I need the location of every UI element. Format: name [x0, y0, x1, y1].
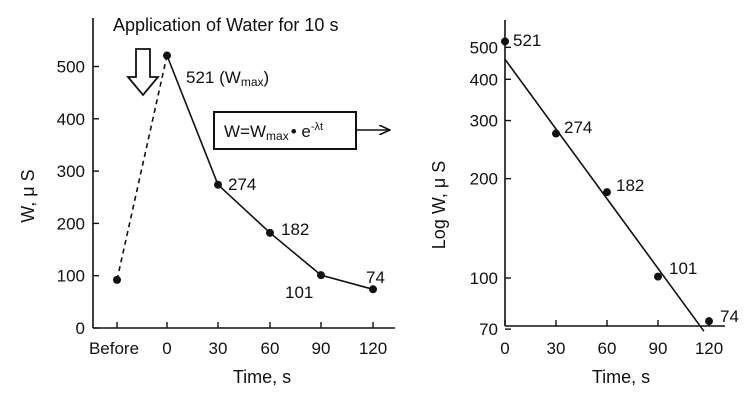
log-y-tick-label: 300: [470, 112, 498, 131]
log-x-tick-label: 120: [695, 339, 723, 358]
log-x-tick-label: 60: [598, 339, 617, 358]
series-line-decay: [166, 55, 374, 291]
x-ticks: Before 0 30 60 90 120: [89, 322, 387, 358]
log-y-tick-label: 100: [470, 269, 498, 288]
log-data-points: [501, 37, 713, 326]
label-274: 274: [228, 175, 256, 194]
data-point: [266, 228, 274, 237]
log-x-ticks: 0 30 60 90 120: [500, 320, 723, 358]
label-182: 182: [281, 220, 309, 239]
data-points: [113, 51, 377, 294]
water-application-arrow-icon: [126, 48, 160, 97]
y-tick-label: 500: [57, 58, 85, 77]
log-label-521: 521: [513, 31, 541, 50]
log-y-tick-label: 70: [479, 320, 498, 339]
linear-chart: Application of Water for 10 s 0100200300…: [18, 15, 395, 387]
log-y-tick-label: 500: [470, 38, 498, 57]
log-y-axis-label: Log W, μ S: [429, 161, 449, 249]
x-tick-label: 60: [261, 339, 280, 358]
equation-box: [213, 111, 357, 150]
x-tick-label: 90: [312, 339, 331, 358]
x-axis-label: Time, s: [233, 367, 291, 387]
log-data-point: [552, 129, 560, 138]
log-x-tick-label: 30: [547, 339, 566, 358]
log-y-tick-label: 200: [470, 170, 498, 189]
chart-title: Application of Water for 10 s: [113, 15, 338, 35]
series-line-before-to-peak: [116, 55, 168, 281]
log-label-101: 101: [669, 259, 697, 278]
label-521: 521 (Wmax): [186, 68, 269, 89]
y-axis-label: W, μ S: [18, 169, 38, 222]
log-label-74: 74: [720, 307, 739, 326]
log-x-axis-label: Time, s: [592, 367, 650, 387]
equation-text: W=Wmax • e-λt: [224, 121, 323, 143]
x-tick-label: 0: [162, 339, 171, 358]
y-tick-label: 0: [76, 319, 85, 338]
y-tick-label: 400: [57, 110, 85, 129]
log-label-182: 182: [616, 176, 644, 195]
y-tick-label: 100: [57, 267, 85, 286]
label-101: 101: [285, 283, 313, 302]
log-x-tick-label: 0: [500, 339, 509, 358]
y-tick-label: 300: [57, 162, 85, 181]
data-point: [214, 180, 222, 189]
data-point: [163, 51, 171, 60]
x-tick-label: 120: [359, 339, 387, 358]
y-ticks: 0 100 200 300 400 500: [57, 58, 99, 338]
log-data-point: [654, 272, 662, 281]
x-tick-label: Before: [89, 339, 139, 358]
series-lines: [116, 55, 374, 291]
log-y-ticks: 70 100 200 300 400 500: [470, 38, 511, 339]
data-point: [369, 285, 377, 294]
log-label-274: 274: [564, 118, 592, 137]
y-tick-label: 200: [57, 214, 85, 233]
log-data-point: [603, 188, 611, 197]
data-point: [317, 271, 325, 280]
x-tick-label: 30: [209, 339, 228, 358]
log-x-tick-label: 90: [649, 339, 668, 358]
log-y-tick-label: 400: [470, 70, 498, 89]
label-74: 74: [366, 268, 385, 287]
data-point: [113, 275, 121, 284]
log-chart: 70 100 200 300 400 500 0 30 60 90 120 Time, s Log…: [429, 20, 739, 387]
log-data-point: [501, 37, 509, 46]
log-data-point: [705, 317, 713, 326]
